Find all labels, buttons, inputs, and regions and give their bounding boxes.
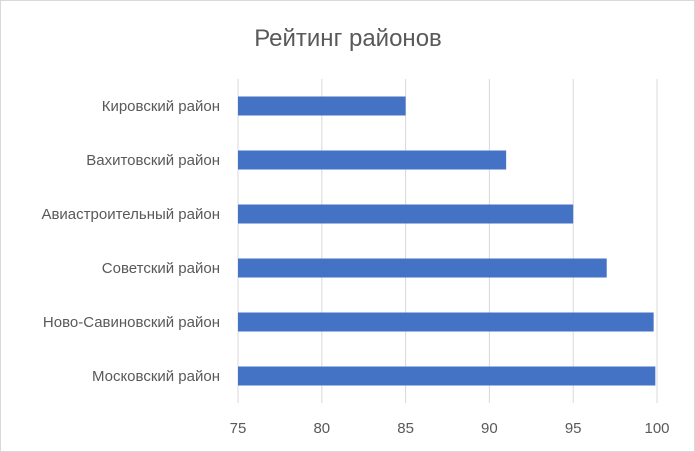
x-tick-labels: 75 80 85 90 95 100 [230, 420, 670, 437]
x-tick-label: 90 [481, 420, 498, 437]
x-tick-label: 80 [313, 420, 330, 437]
category-label: Ново-Савиновский район [43, 314, 220, 331]
bar [238, 366, 656, 386]
category-label: Вахитовский район [86, 152, 220, 169]
category-label: Советский район [102, 260, 220, 277]
bars [238, 96, 656, 386]
category-label: Московский район [92, 368, 220, 385]
x-tick-label: 95 [565, 420, 582, 437]
x-tick-label: 100 [644, 420, 669, 437]
category-label: Кировский район [102, 98, 220, 115]
bar [238, 96, 406, 116]
x-tick-label: 75 [230, 420, 247, 437]
category-labels: Кировский район Вахитовский район Авиастро… [41, 98, 220, 385]
x-tick-label: 85 [397, 420, 414, 437]
chart-title: Рейтинг районов [254, 25, 442, 52]
bar [238, 312, 654, 332]
bar [238, 150, 507, 170]
bar [238, 204, 574, 224]
category-label: Авиастроительный район [41, 206, 220, 223]
bar [238, 258, 607, 278]
gridlines [237, 79, 658, 403]
